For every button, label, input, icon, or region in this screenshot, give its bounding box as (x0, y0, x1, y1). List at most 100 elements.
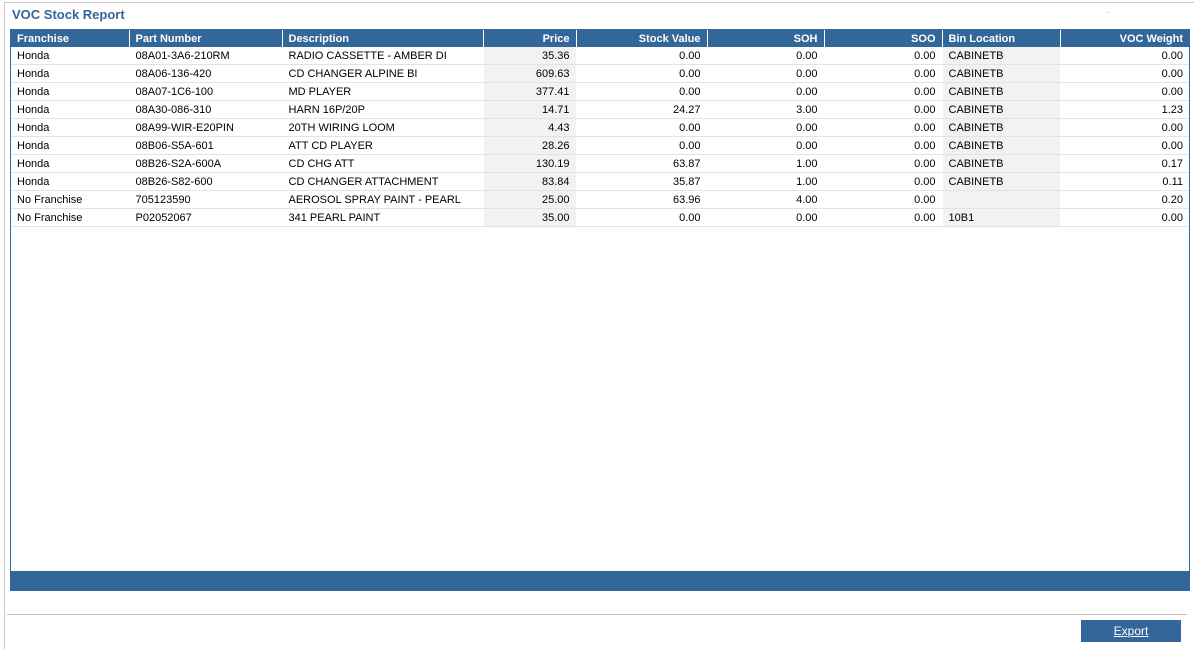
panel-border-left (4, 2, 5, 649)
cell-soh: 3.00 (707, 100, 825, 119)
cell-franchise: Honda (11, 47, 130, 65)
decorative-dot (1107, 12, 1108, 13)
cell-price: 35.36 (483, 47, 577, 65)
cell-price: 14.71 (483, 100, 577, 119)
table-row[interactable]: Honda 08B26-S2A-600A CD CHG ATT 130.19 63.87… (11, 154, 1189, 173)
cell-voc-weight: 0.00 (1060, 82, 1189, 101)
table-row[interactable]: Honda 08A30-086-310 HARN 16P/20P 14.71 24.27… (11, 100, 1189, 119)
cell-stock-value: 63.87 (576, 154, 708, 173)
cell-part-number: 08B26-S82-600 (129, 172, 283, 191)
cell-bin-location: CABINETB (942, 64, 1061, 83)
cell-description: MD PLAYER (282, 82, 484, 101)
cell-description: RADIO CASSETTE - AMBER DI (282, 47, 484, 65)
cell-part-number: P02052067 (129, 208, 283, 227)
cell-franchise: Honda (11, 64, 130, 83)
cell-description: 341 PEARL PAINT (282, 208, 484, 227)
export-button[interactable]: Export (1081, 620, 1181, 642)
cell-stock-value: 0.00 (576, 47, 708, 65)
cell-soo: 0.00 (824, 154, 943, 173)
table-header-row: Franchise Part Number Description Price … (11, 30, 1189, 47)
grid-footer-bar (11, 571, 1189, 590)
cell-soh: 1.00 (707, 154, 825, 173)
cell-stock-value: 0.00 (576, 208, 708, 227)
cell-soo: 0.00 (824, 82, 943, 101)
cell-part-number: 08A30-086-310 (129, 100, 283, 119)
cell-soh: 0.00 (707, 118, 825, 137)
cell-soo: 0.00 (824, 118, 943, 137)
column-header-voc-weight[interactable]: VOC Weight (1060, 30, 1189, 47)
cell-franchise: Honda (11, 154, 130, 173)
column-header-bin-location[interactable]: Bin Location (942, 30, 1061, 47)
cell-voc-weight: 0.00 (1060, 64, 1189, 83)
cell-bin-location: CABINETB (942, 136, 1061, 155)
cell-soo: 0.00 (824, 64, 943, 83)
cell-bin-location: CABINETB (942, 172, 1061, 191)
cell-voc-weight: 0.20 (1060, 190, 1189, 209)
cell-description: HARN 16P/20P (282, 100, 484, 119)
cell-price: 609.63 (483, 64, 577, 83)
cell-stock-value: 24.27 (576, 100, 708, 119)
cell-bin-location (942, 190, 1061, 209)
cell-soo: 0.00 (824, 100, 943, 119)
page-title: VOC Stock Report (12, 7, 125, 22)
cell-voc-weight: 0.11 (1060, 172, 1189, 191)
cell-franchise: Honda (11, 82, 130, 101)
cell-soo: 0.00 (824, 190, 943, 209)
cell-franchise: Honda (11, 118, 130, 137)
cell-soh: 0.00 (707, 64, 825, 83)
table-row[interactable]: No Franchise 705123590 AEROSOL SPRAY PAINT… (11, 190, 1189, 209)
cell-part-number: 08B06-S5A-601 (129, 136, 283, 155)
column-header-price[interactable]: Price (483, 30, 577, 47)
column-header-soh[interactable]: SOH (707, 30, 825, 47)
cell-soo: 0.00 (824, 136, 943, 155)
cell-bin-location: CABINETB (942, 100, 1061, 119)
cell-description: CD CHG ATT (282, 154, 484, 173)
column-header-description[interactable]: Description (282, 30, 484, 47)
cell-franchise: Honda (11, 100, 130, 119)
cell-voc-weight: 0.00 (1060, 47, 1189, 65)
cell-franchise: No Franchise (11, 208, 130, 227)
cell-soh: 1.00 (707, 172, 825, 191)
cell-part-number: 705123590 (129, 190, 283, 209)
column-header-part-number[interactable]: Part Number (129, 30, 283, 47)
cell-franchise: Honda (11, 136, 130, 155)
cell-stock-value: 0.00 (576, 82, 708, 101)
cell-stock-value: 0.00 (576, 136, 708, 155)
cell-price: 35.00 (483, 208, 577, 227)
cell-price: 377.41 (483, 82, 577, 101)
cell-soh: 4.00 (707, 190, 825, 209)
table-row[interactable]: Honda 08A07-1C6-100 MD PLAYER 377.41 0.00 0.0… (11, 82, 1189, 101)
cell-voc-weight: 0.00 (1060, 136, 1189, 155)
table-row[interactable]: Honda 08A06-136-420 CD CHANGER ALPINE BI 60… (11, 64, 1189, 83)
cell-price: 28.26 (483, 136, 577, 155)
cell-soh: 0.00 (707, 208, 825, 227)
stock-grid: Franchise Part Number Description Price … (10, 29, 1190, 591)
cell-description: CD CHANGER ATTACHMENT (282, 172, 484, 191)
cell-soo: 0.00 (824, 172, 943, 191)
column-header-soo[interactable]: SOO (824, 30, 943, 47)
cell-stock-value: 35.87 (576, 172, 708, 191)
cell-price: 25.00 (483, 190, 577, 209)
cell-soo: 0.00 (824, 47, 943, 65)
cell-voc-weight: 0.00 (1060, 118, 1189, 137)
cell-franchise: Honda (11, 172, 130, 191)
cell-price: 83.84 (483, 172, 577, 191)
cell-stock-value: 0.00 (576, 118, 708, 137)
cell-part-number: 08B26-S2A-600A (129, 154, 283, 173)
column-header-franchise[interactable]: Franchise (11, 30, 130, 47)
cell-part-number: 08A01-3A6-210RM (129, 47, 283, 65)
table-row[interactable]: Honda 08B26-S82-600 CD CHANGER ATTACHMENT 8… (11, 172, 1189, 191)
table-row[interactable]: Honda 08A01-3A6-210RM RADIO CASSETTE - AMB… (11, 47, 1189, 65)
cell-soo: 0.00 (824, 208, 943, 227)
cell-description: AEROSOL SPRAY PAINT - PEARL (282, 190, 484, 209)
cell-description: CD CHANGER ALPINE BI (282, 64, 484, 83)
table-row[interactable]: Honda 08B06-S5A-601 ATT CD PLAYER 28.26 0.00… (11, 136, 1189, 155)
cell-bin-location: CABINETB (942, 47, 1061, 65)
cell-bin-location: CABINETB (942, 118, 1061, 137)
cell-bin-location: CABINETB (942, 154, 1061, 173)
column-header-stock-value[interactable]: Stock Value (576, 30, 708, 47)
table-row[interactable]: Honda 08A99-WIR-E20PIN 20TH WIRING LOOM 4.4… (11, 118, 1189, 137)
cell-price: 4.43 (483, 118, 577, 137)
panel-border-top (4, 2, 1194, 3)
table-row[interactable]: No Franchise P02052067 341 PEARL PAINT 35.0… (11, 208, 1189, 227)
